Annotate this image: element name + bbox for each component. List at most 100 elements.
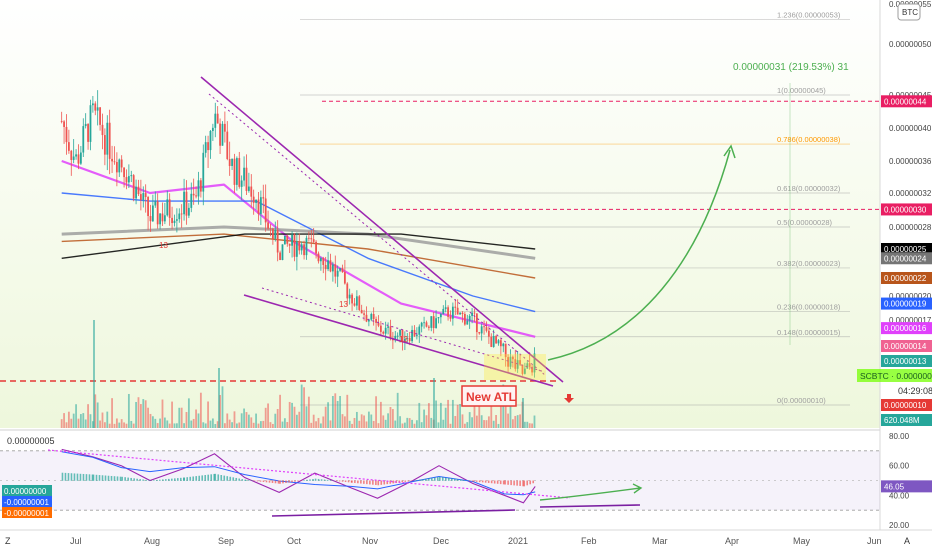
- histogram-bar: [168, 478, 170, 481]
- candle-body: [485, 327, 488, 331]
- histogram-bar: [472, 480, 474, 482]
- price-tag-label: 0.00000030: [884, 205, 927, 214]
- volume-bar: [161, 399, 164, 428]
- volume-bar: [163, 417, 166, 428]
- candle-body: [336, 270, 339, 277]
- atl-down-arrow-icon: [564, 394, 574, 403]
- new-atl-box: [461, 385, 517, 407]
- histogram-bar: [354, 480, 356, 483]
- candle-body: [269, 228, 272, 230]
- histogram-bar: [433, 477, 436, 481]
- volume-bar: [202, 422, 205, 428]
- candle-body: [360, 309, 363, 314]
- marker-13-a: 13: [159, 241, 168, 250]
- candle-body: [367, 319, 370, 322]
- candle-body: [454, 306, 457, 308]
- histogram-bar: [519, 480, 521, 486]
- histogram-bar: [145, 479, 147, 481]
- volume-bar: [478, 397, 481, 428]
- candle-body: [372, 313, 375, 319]
- time-axis[interactable]: [0, 530, 932, 550]
- candle-body: [77, 154, 80, 164]
- auto-scale-icon[interactable]: A: [904, 536, 910, 546]
- candle-body: [286, 235, 289, 244]
- volume-bar: [425, 415, 428, 428]
- volume-bar: [310, 422, 313, 428]
- volume-bar: [490, 402, 493, 428]
- moving-average-line: [61, 233, 536, 259]
- histogram-bar: [532, 480, 535, 484]
- volume-bar: [127, 393, 130, 428]
- volume-bar: [82, 413, 85, 428]
- volume-bar: [151, 416, 154, 428]
- currency-badge[interactable]: BTC: [897, 3, 921, 21]
- volume-bar: [329, 420, 332, 428]
- oscillator-left-tag-bg: [2, 485, 52, 496]
- histogram-bar: [139, 479, 141, 481]
- histogram-bar: [369, 480, 371, 485]
- volume-bar: [283, 418, 286, 428]
- volume-bar: [303, 387, 305, 428]
- histogram-bar: [507, 480, 509, 485]
- volume-bar: [209, 420, 212, 428]
- histogram-bar: [421, 479, 424, 481]
- histogram-bar: [256, 480, 259, 482]
- histogram-bar: [107, 475, 110, 481]
- histogram-bar: [454, 478, 456, 481]
- candle-body: [235, 158, 238, 185]
- price-axis-label: 0.00000050: [889, 40, 932, 49]
- candle-body: [399, 329, 401, 336]
- histogram-bar: [424, 478, 427, 481]
- volume-bar: [298, 411, 301, 428]
- volume-bar: [526, 421, 529, 428]
- candle-body: [233, 158, 236, 185]
- candle-body: [79, 152, 82, 164]
- time-axis-label: Feb: [581, 536, 597, 546]
- histogram-bar: [317, 478, 320, 481]
- candle-body: [394, 335, 397, 341]
- volume-bar: [108, 423, 111, 428]
- volume-bar: [459, 403, 461, 428]
- histogram-bar: [344, 480, 347, 483]
- volume-spike: [218, 368, 220, 428]
- volume-bar: [113, 423, 116, 428]
- histogram-bar: [171, 478, 173, 481]
- volume-bar: [139, 404, 142, 428]
- candle-body: [310, 238, 313, 240]
- volume-bar: [324, 406, 327, 428]
- volume-bar: [137, 397, 140, 428]
- volume-bar: [307, 396, 310, 428]
- candle-body: [207, 142, 209, 151]
- candle-body: [408, 337, 411, 342]
- currency-badge-label: BTC: [902, 8, 918, 17]
- histogram-bar: [410, 480, 413, 482]
- oscillator-axis-label: 60.00: [889, 462, 910, 471]
- histogram-bar: [180, 477, 182, 481]
- oscillator-value-tag-label: 46.05: [884, 482, 905, 491]
- price-tag-bg: [881, 399, 932, 411]
- candle-body: [271, 228, 274, 239]
- candle-body: [406, 337, 409, 339]
- volume-bar: [183, 423, 185, 428]
- price-tag-label: 0.00000025: [884, 245, 927, 254]
- candle-body: [247, 186, 250, 191]
- main-pane[interactable]: [0, 0, 880, 428]
- volume-bar: [149, 413, 152, 428]
- histogram-bar: [526, 480, 529, 486]
- histogram-bar: [177, 478, 179, 481]
- candle-body: [295, 241, 298, 257]
- candle-body: [492, 335, 495, 347]
- volume-bar: [449, 423, 452, 428]
- countdown-text: 04:29:08: [898, 386, 932, 396]
- price-tag-label: 0.00000016: [884, 324, 927, 333]
- candle-body: [125, 177, 128, 183]
- volume-bar: [516, 415, 519, 428]
- histogram-bar: [297, 480, 299, 482]
- histogram-bar: [493, 480, 496, 484]
- volume-bar: [507, 413, 509, 428]
- histogram-bar: [363, 480, 365, 484]
- histogram-bar: [92, 474, 95, 481]
- zoom-icon[interactable]: Z: [5, 536, 11, 546]
- volume-bar: [233, 411, 236, 428]
